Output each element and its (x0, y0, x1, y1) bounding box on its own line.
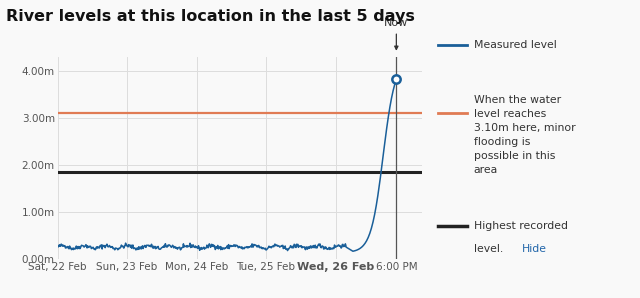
Text: When the water
level reaches
3.10m here, minor
flooding is
possible in this
area: When the water level reaches 3.10m here,… (474, 95, 575, 175)
Text: Hide: Hide (522, 244, 547, 254)
Text: River levels at this location in the last 5 days: River levels at this location in the las… (6, 9, 415, 24)
Text: Now: Now (384, 18, 408, 28)
Text: Highest recorded: Highest recorded (474, 221, 568, 231)
Text: level.: level. (474, 244, 506, 254)
Text: Measured level: Measured level (474, 40, 556, 50)
